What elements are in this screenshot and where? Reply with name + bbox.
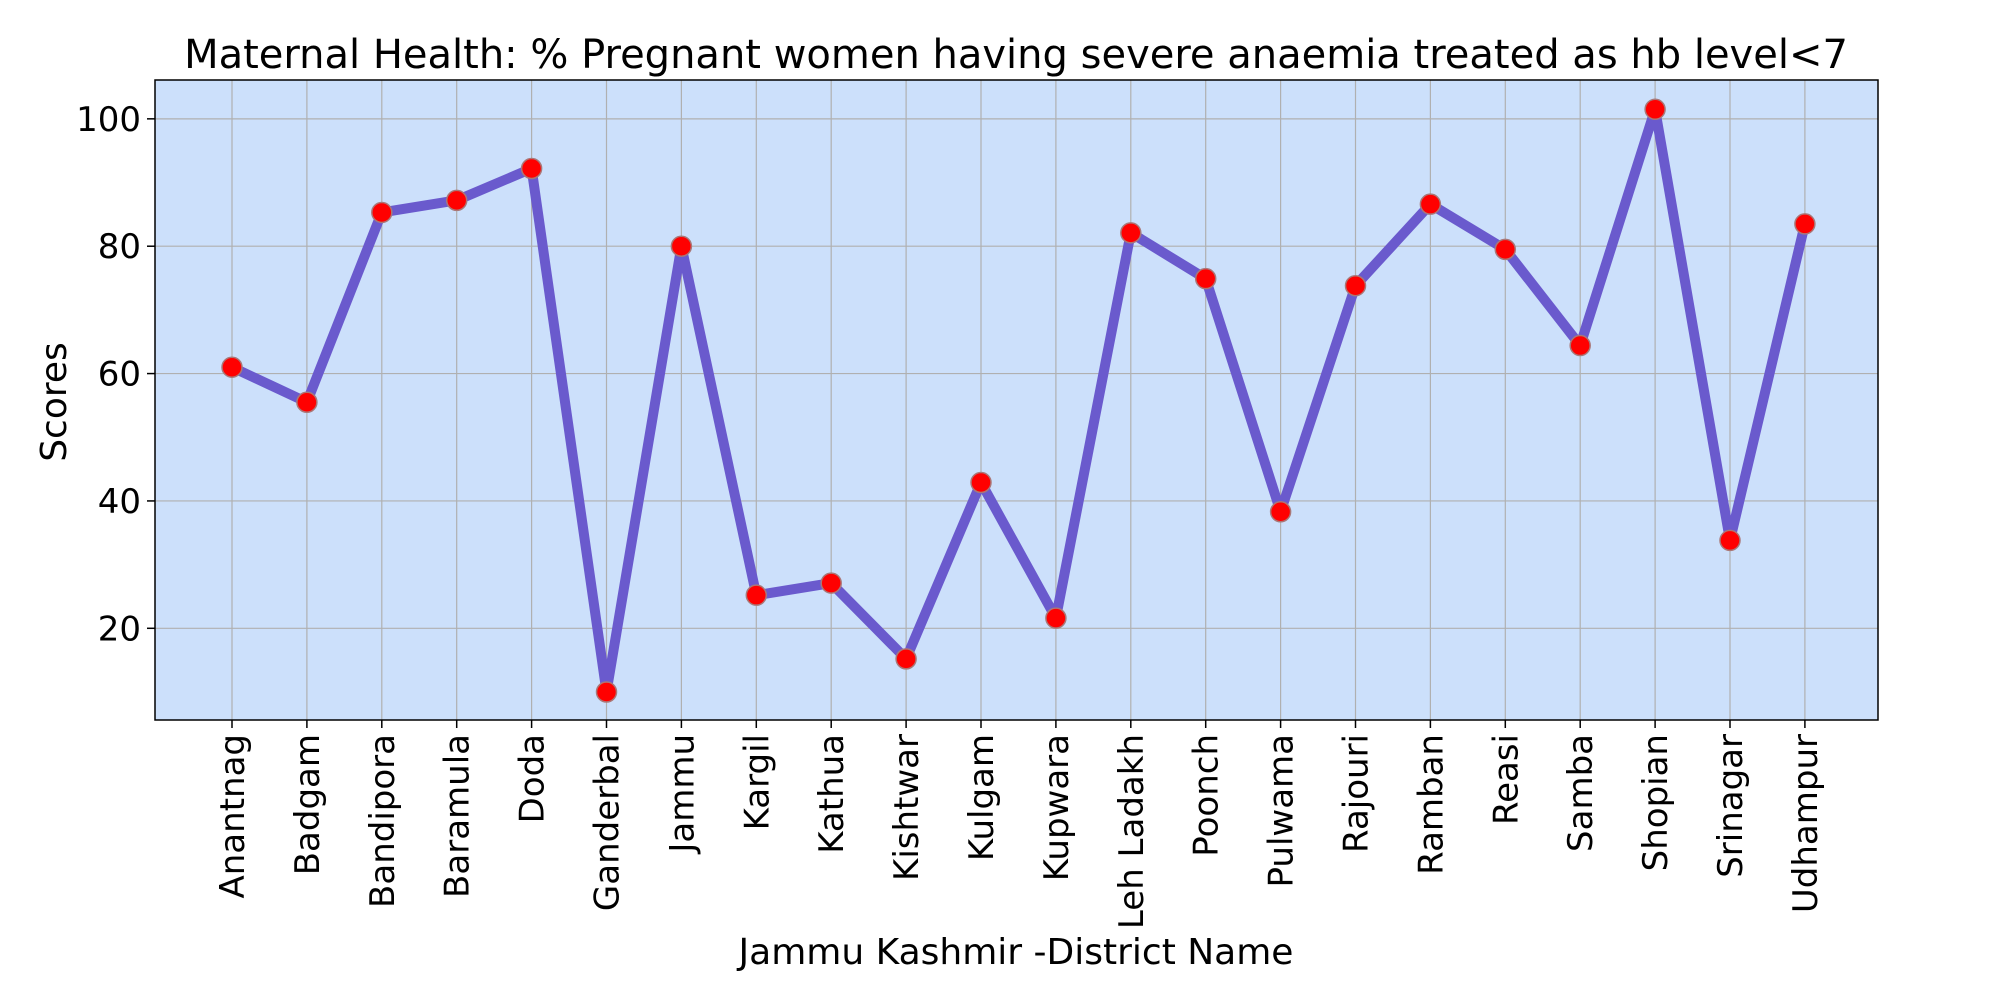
x-tick-label: Poonch	[1187, 734, 1227, 857]
y-tick-label: 40	[98, 482, 141, 522]
y-tick-label: 80	[98, 227, 141, 267]
x-tick-label: Doda	[513, 734, 553, 823]
x-tick-label: Kishtwar	[887, 734, 927, 881]
data-point	[1344, 274, 1367, 297]
x-tick-label: Pulwama	[1262, 734, 1302, 888]
data-point	[296, 391, 318, 413]
data-point	[970, 471, 992, 494]
data-point	[745, 584, 768, 606]
data-point	[520, 157, 543, 180]
x-tick-label: Jammu	[662, 734, 702, 855]
y-axis: 20 40 60 80 100	[76, 100, 155, 649]
y-tick-label: 20	[98, 609, 141, 649]
x-tick-label: Kathua	[812, 734, 852, 854]
data-point	[1045, 607, 1067, 629]
x-tick-label: Reasi	[1486, 734, 1526, 825]
x-tick-label: Baramula	[438, 734, 478, 898]
x-tick-label: Srinagar	[1711, 734, 1751, 878]
y-tick-label: 60	[98, 355, 141, 395]
x-tick-label: Leh Ladakh	[1112, 734, 1152, 929]
data-point	[371, 201, 393, 224]
x-tick-label: Anantnag	[213, 734, 253, 899]
x-tick-label: Samba	[1561, 734, 1601, 852]
data-point	[1494, 238, 1517, 261]
x-tick-label: Bandipora	[363, 734, 403, 908]
x-tick-label: Rajouri	[1337, 734, 1377, 853]
x-axis-label: Jammu Kashmir -District Name	[737, 932, 1294, 973]
x-tick-label: Shopian	[1636, 734, 1676, 871]
grid	[155, 80, 1878, 720]
data-point	[820, 572, 842, 594]
data-point	[595, 681, 618, 703]
data-point	[1419, 193, 1442, 215]
data-point	[1719, 529, 1741, 552]
plot-frame	[154, 79, 1879, 721]
x-tick-label: Kulgam	[962, 734, 1002, 861]
data-point	[670, 235, 693, 257]
y-tick-label: 100	[76, 100, 141, 140]
y-axis-label: Scores	[34, 342, 75, 462]
data-points	[221, 98, 1816, 703]
data-point	[221, 356, 243, 378]
data-point	[1569, 334, 1591, 357]
x-axis: Anantnag Badgam Bandipora Baramula Doda Gande…	[213, 720, 1826, 929]
x-tick-label: Ramban	[1411, 734, 1451, 875]
data-point	[1794, 213, 1816, 235]
data-point	[1644, 98, 1666, 121]
chart-title: Maternal Health: % Pregnant women having…	[184, 32, 1848, 78]
plot-area	[155, 80, 1878, 720]
data-point	[895, 648, 917, 670]
x-tick-label: Udhampur	[1786, 734, 1826, 913]
x-tick-label: Ganderbal	[588, 734, 628, 911]
data-point	[1194, 267, 1217, 290]
x-tick-label: Badgam	[288, 734, 328, 875]
series-line-group	[227, 104, 1810, 697]
data-point	[445, 189, 468, 212]
series-line	[227, 104, 1810, 697]
x-tick-label: Kargil	[737, 734, 777, 830]
data-point	[1120, 222, 1142, 244]
data-point	[1269, 501, 1292, 523]
x-tick-label: Kupwara	[1037, 734, 1077, 881]
